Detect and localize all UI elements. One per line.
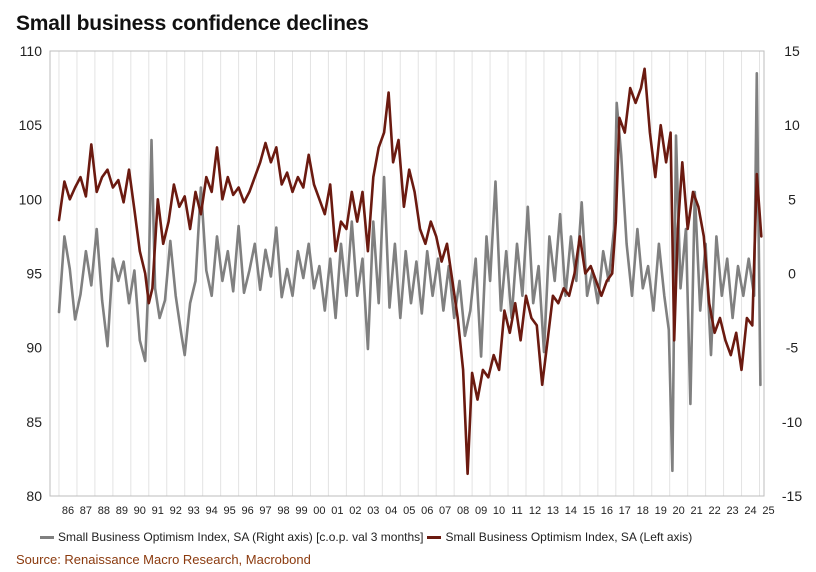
x-tick-label: 25: [762, 505, 774, 517]
right-tick-label: 0: [788, 266, 796, 282]
x-tick-label: 23: [726, 505, 738, 517]
left-tick-label: 95: [26, 266, 42, 282]
x-tick-label: 97: [259, 505, 271, 517]
x-tick-label: 94: [206, 505, 218, 517]
x-tick-label: 17: [619, 505, 631, 517]
left-tick-label: 100: [19, 191, 43, 207]
x-tick-label: 09: [475, 505, 487, 517]
left-tick-label: 85: [26, 414, 42, 430]
series-line-maroon: [57, 67, 763, 476]
x-tick-label: 07: [439, 505, 451, 517]
x-tick-label: 12: [529, 505, 541, 517]
x-tick-label: 19: [655, 505, 667, 517]
x-tick-label: 99: [295, 505, 307, 517]
legend: Small Business Optimism Index, SA (Right…: [40, 530, 696, 544]
x-tick-label: 24: [744, 505, 756, 517]
x-axis: 86 87 88 89 90 91 92 93 94 95 96 97 98 99 00 01 02 03 04 05…: [62, 505, 775, 517]
x-tick-label: 87: [80, 505, 92, 517]
x-tick-label: 14: [565, 505, 577, 517]
right-axis: -15 -10 -5 0 5 10 15: [782, 43, 802, 504]
chart-title: Small business confidence declines: [16, 12, 369, 35]
x-tick-label: 18: [637, 505, 649, 517]
left-tick-label: 90: [26, 340, 42, 356]
x-tick-label: 04: [385, 505, 397, 517]
source-note: Source: Renaissance Macro Research, Macr…: [16, 552, 311, 567]
x-tick-label: 00: [313, 505, 325, 517]
right-tick-label: 15: [784, 43, 800, 59]
x-tick-label: 89: [116, 505, 128, 517]
x-tick-label: 95: [223, 505, 235, 517]
legend-item-gray: Small Business Optimism Index, SA (Right…: [40, 530, 423, 544]
x-tick-label: 01: [331, 505, 343, 517]
x-tick-label: 86: [62, 505, 74, 517]
left-axis: 80 85 90 95 100 105 110: [19, 43, 43, 504]
left-tick-label: 105: [19, 117, 43, 133]
x-tick-label: 11: [511, 505, 522, 517]
right-tick-label: -15: [782, 488, 802, 504]
legend-item-maroon: Small Business Optimism Index, SA (Left …: [427, 530, 692, 544]
x-tick-label: 20: [673, 505, 685, 517]
legend-label-maroon: Small Business Optimism Index, SA (Left …: [445, 530, 693, 544]
left-tick-label: 110: [20, 43, 43, 59]
x-tick-label: 21: [691, 505, 703, 517]
right-tick-label: 5: [788, 191, 796, 207]
series-lines: [57, 67, 763, 476]
x-tick-label: 96: [241, 505, 253, 517]
x-tick-label: 16: [601, 505, 613, 517]
legend-label-gray: Small Business Optimism Index, SA (Right…: [58, 530, 424, 544]
x-tick-label: 88: [98, 505, 110, 517]
x-tick-label: 22: [708, 505, 720, 517]
legend-swatch-maroon: [427, 535, 442, 539]
legend-swatch-gray: [40, 535, 54, 539]
right-tick-label: -10: [782, 414, 802, 430]
x-tick-label: 06: [421, 505, 433, 517]
right-tick-label: -5: [786, 340, 799, 356]
left-tick-label: 80: [26, 488, 42, 504]
x-tick-label: 08: [457, 505, 469, 517]
x-tick-label: 13: [547, 505, 559, 517]
x-tick-label: 03: [367, 505, 379, 517]
x-tick-label: 15: [583, 505, 595, 517]
x-tick-label: 90: [134, 505, 146, 517]
x-tick-label: 92: [170, 505, 182, 517]
x-tick-label: 02: [349, 505, 361, 517]
x-tick-label: 10: [493, 505, 505, 517]
plot-frame: [49, 50, 765, 497]
series-line-gray: [57, 72, 762, 473]
x-tick-label: 93: [188, 505, 200, 517]
x-tick-label: 91: [152, 505, 164, 517]
x-tick-label: 98: [277, 505, 289, 517]
x-tick-label: 05: [403, 505, 415, 517]
right-tick-label: 10: [784, 117, 800, 133]
